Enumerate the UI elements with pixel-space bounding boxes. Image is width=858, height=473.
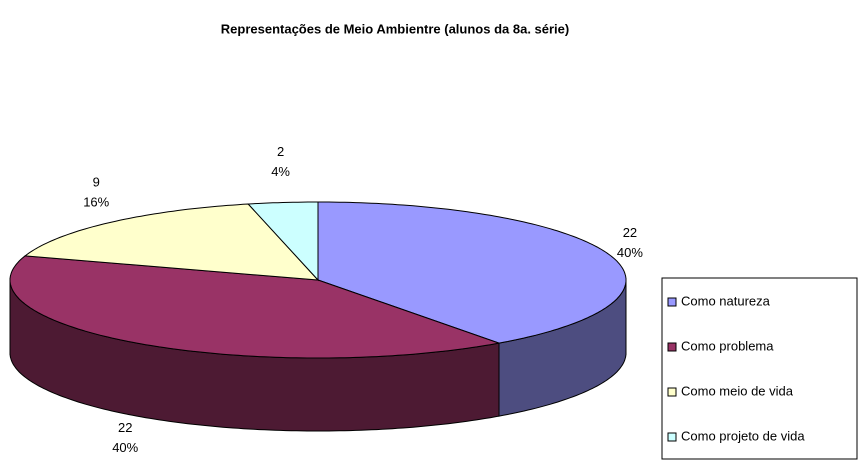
legend-label: Como projeto de vida: [681, 428, 805, 443]
chart-title: Representações de Meio Ambientre (alunos…: [221, 21, 569, 36]
data-label-value: 2: [277, 144, 284, 159]
slice: [247, 201, 319, 282]
legend-box: [661, 277, 858, 460]
legend-swatch: [667, 297, 677, 307]
data-label-percent: 40%: [112, 440, 138, 455]
data-label-percent: 4%: [271, 164, 290, 179]
data-label-value: 22: [118, 420, 132, 435]
legend-swatch: [667, 432, 677, 442]
legend-label: Como meio de vida: [681, 383, 794, 398]
data-label-value: 9: [93, 175, 100, 190]
slice: [317, 201, 627, 344]
data-label-value: 22: [623, 225, 637, 240]
legend-swatch: [667, 387, 677, 397]
legend-label: Como problema: [681, 338, 774, 353]
data-label-percent: 16%: [83, 195, 109, 210]
data-label-percent: 40%: [617, 245, 643, 260]
slice: [23, 203, 320, 281]
slice: [9, 255, 501, 359]
legend-swatch: [667, 342, 677, 352]
legend-label: Como natureza: [681, 293, 771, 308]
